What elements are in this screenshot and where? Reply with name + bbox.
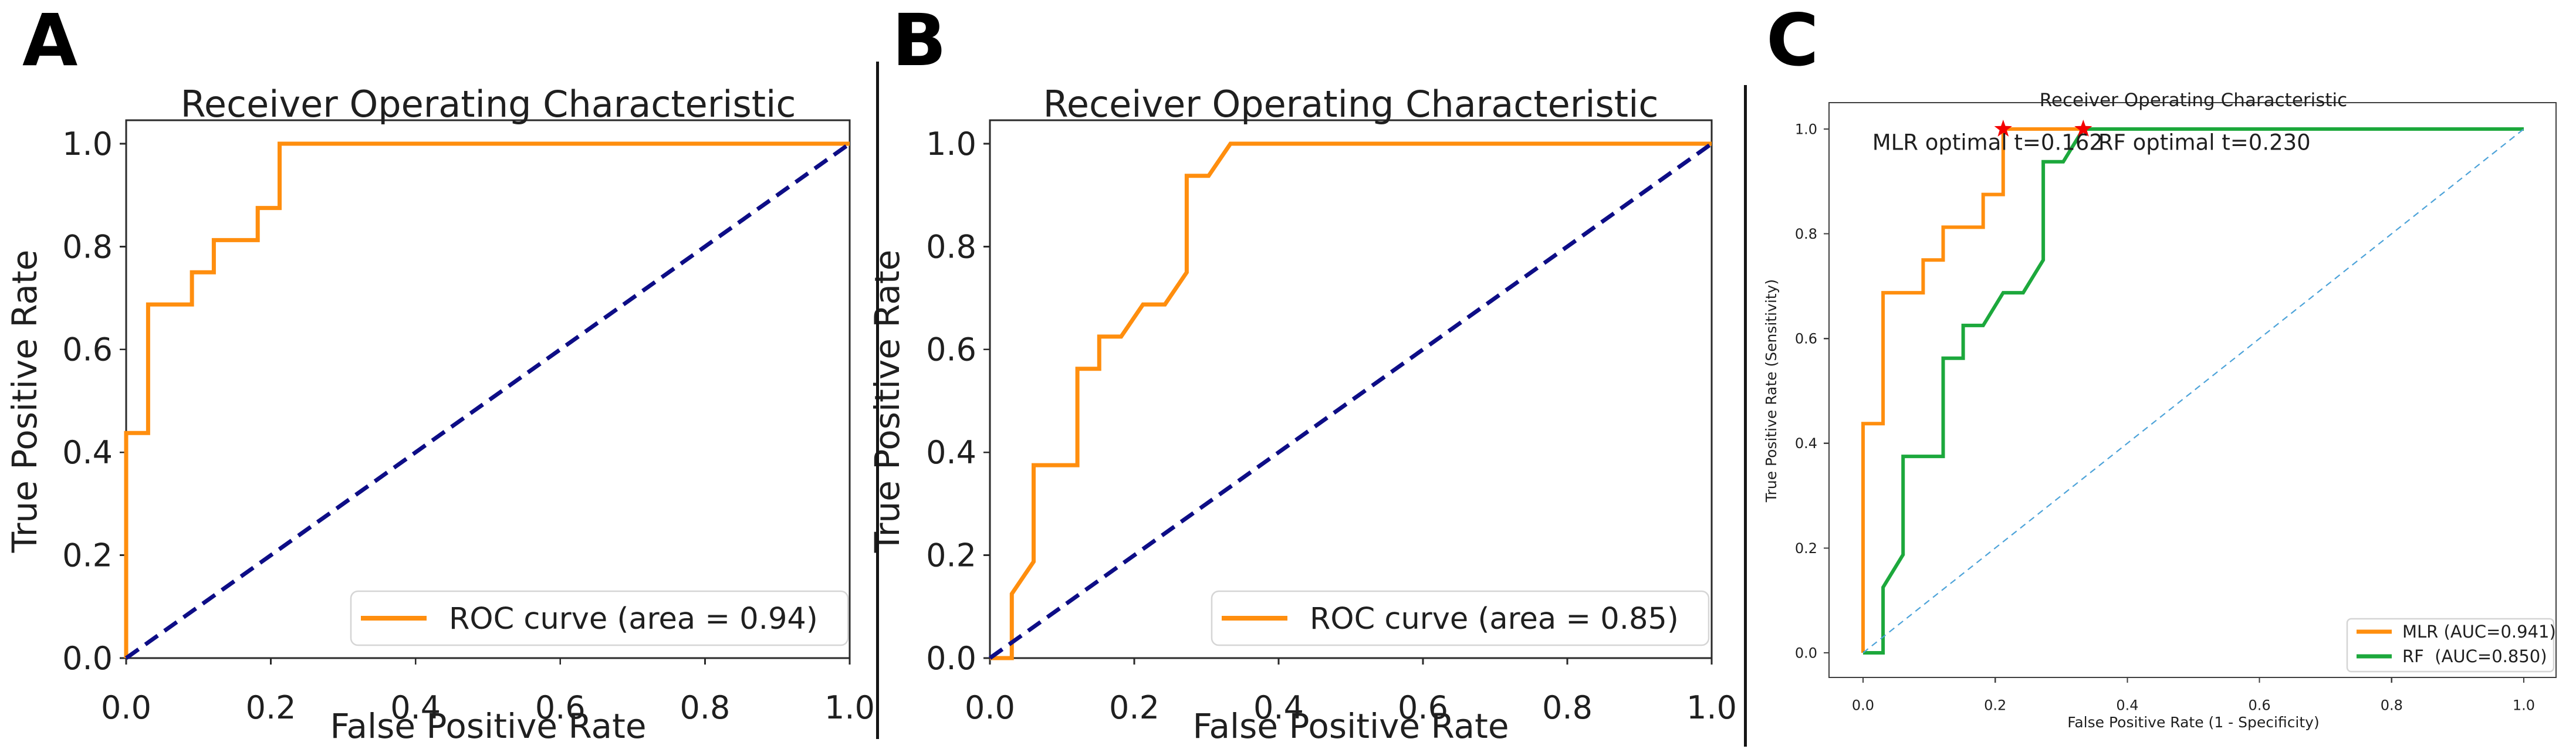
- chart-title: Receiver Operating Characteristic: [2040, 90, 2347, 111]
- legend-entry-label: MLR (AUC=0.941): [2402, 622, 2556, 642]
- y-tick-label: 0.2: [62, 537, 113, 574]
- y-tick-label: 0.0: [1795, 645, 1817, 661]
- y-tick-label: 0.6: [926, 331, 976, 368]
- x-axis-label: False Positive Rate: [1192, 706, 1509, 746]
- optimal-threshold-annotation: RF optimal t=0.230: [2098, 130, 2311, 155]
- x-tick-label: 0.2: [246, 689, 296, 726]
- panel-label-c: C: [1766, 0, 1819, 82]
- y-tick-label: 0.4: [1795, 435, 1817, 452]
- plot-area: [125, 119, 851, 659]
- y-axis-label: True Positive Rate: [867, 250, 907, 554]
- y-tick-label: 0.8: [1795, 226, 1817, 242]
- optimal-threshold-star-marker: [2074, 120, 2092, 137]
- x-tick-label: 0.8: [1542, 689, 1593, 726]
- roc-curve: [1861, 127, 2524, 653]
- panel-divider-ab: [876, 62, 879, 739]
- x-tick-label: 0.2: [1109, 689, 1159, 726]
- x-tick-label: 0.0: [1852, 697, 1874, 713]
- legend-entry-label: RF (AUC=0.850): [2402, 646, 2547, 666]
- panel-label-b: B: [892, 0, 946, 82]
- y-tick-label: 1.0: [1795, 121, 1817, 137]
- x-tick-label: 0.6: [535, 689, 586, 726]
- x-tick-label: 0.8: [680, 689, 730, 726]
- y-axis-label: True Positive Rate (Sensitivity): [1763, 279, 1780, 503]
- legend-box: [1211, 590, 1710, 646]
- y-axis-label: True Positive Rate: [5, 250, 45, 554]
- x-tick-label: 0.4: [390, 689, 441, 726]
- x-tick-label: 0.6: [2249, 697, 2271, 713]
- x-tick-label: 0.0: [965, 689, 1015, 726]
- y-tick-label: 1.0: [926, 126, 976, 162]
- chart-title: Receiver Operating Characteristic: [181, 83, 796, 126]
- panel-divider-bc: [1744, 85, 1747, 747]
- x-tick-label: 0.8: [2381, 697, 2403, 713]
- optimal-threshold-star-marker: [1994, 120, 2012, 137]
- y-tick-label: 1.0: [62, 126, 113, 162]
- x-tick-label: 0.0: [101, 689, 151, 726]
- roc-chart-panel-b: 0.0 0.2 0.4 0.6 0.8 1.0 0.0 0.2 0.4 0.6 0.8 1.0 Rece…: [867, 83, 1737, 746]
- reference-diagonal-line: [1862, 128, 2524, 653]
- legend-box: [350, 590, 849, 646]
- legend-entry-label: ROC curve (area = 0.85): [1310, 602, 1679, 636]
- x-tick-label: 0.4: [2116, 697, 2138, 713]
- y-tick-label: 0.0: [62, 640, 113, 677]
- reference-diagonal-line: [124, 142, 851, 660]
- roc-curve: [990, 141, 1712, 660]
- roc-chart-panel-c: 0.0 0.2 0.4 0.6 0.8 1.0 0.0 0.2 0.4 0.6 0.8 1.0 Rece…: [1763, 90, 2557, 731]
- y-tick-label: 0.0: [926, 640, 976, 677]
- panel-label-a: A: [22, 0, 78, 82]
- reference-diagonal-line: [988, 142, 1713, 660]
- optimal-threshold-annotation: MLR optimal t=0.162: [1872, 130, 2103, 155]
- x-axis-label: False Positive Rate (1 - Specificity): [2067, 714, 2319, 731]
- x-tick-label: 1.0: [2513, 697, 2535, 713]
- y-tick-label: 0.2: [926, 537, 976, 574]
- y-tick-label: 0.8: [926, 228, 976, 265]
- x-tick-label: 0.2: [1984, 697, 2006, 713]
- legend-entry-label: ROC curve (area = 0.94): [449, 602, 818, 636]
- plot-area: [1828, 101, 2557, 679]
- roc-curve: [124, 141, 850, 658]
- y-tick-label: 0.8: [62, 228, 113, 265]
- y-tick-label: 0.4: [926, 434, 976, 471]
- y-tick-label: 0.4: [62, 434, 113, 471]
- x-axis-label: False Positive Rate: [330, 706, 646, 746]
- x-tick-label: 0.4: [1253, 689, 1304, 726]
- legend-box: [2346, 618, 2555, 673]
- chart-title: Receiver Operating Characteristic: [1043, 83, 1659, 126]
- x-tick-label: 1.0: [824, 689, 875, 726]
- x-tick-label: 1.0: [1686, 689, 1737, 726]
- x-tick-label: 0.6: [1398, 689, 1448, 726]
- y-tick-label: 0.6: [62, 331, 113, 368]
- y-tick-label: 0.6: [1795, 331, 1817, 347]
- roc-chart-panel-a: 0.0 0.2 0.4 0.6 0.8 1.0 0.0 0.2 0.4 0.6 0.8 1.0 Rece…: [5, 83, 875, 746]
- plot-area: [989, 119, 1713, 659]
- roc-curve: [1863, 127, 2524, 655]
- y-tick-label: 0.2: [1795, 540, 1817, 557]
